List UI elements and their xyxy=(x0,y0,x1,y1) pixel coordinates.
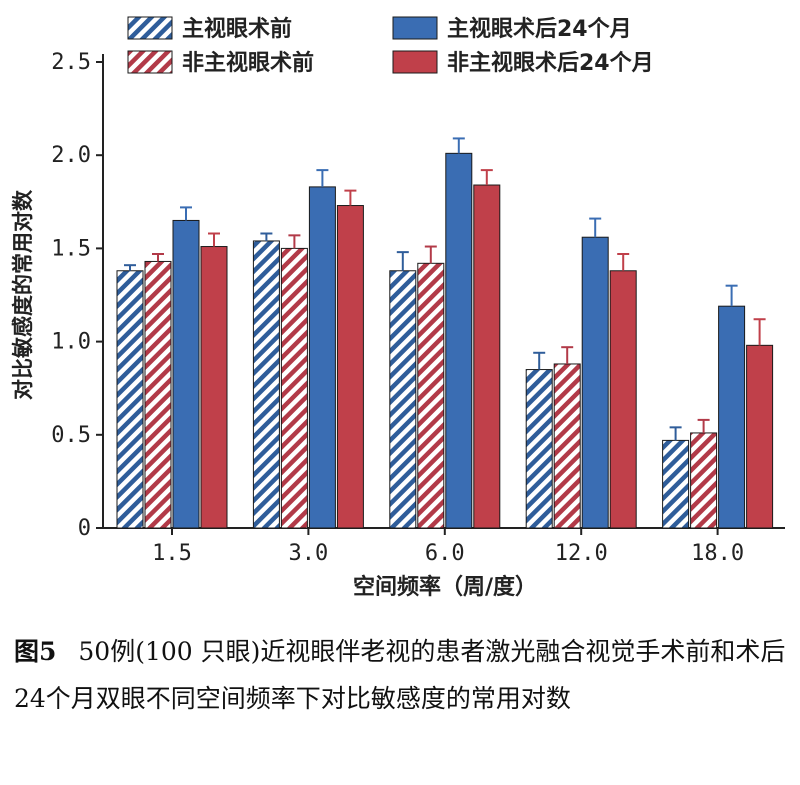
bar xyxy=(417,262,445,529)
legend-label: 主视眼术前 xyxy=(182,16,292,42)
bar xyxy=(473,184,501,529)
y-axis-title: 对比敏感度的常用对数 xyxy=(11,189,35,400)
x-tick-label: 1.5 xyxy=(152,541,192,566)
legend-label: 非主视眼术前 xyxy=(182,50,314,76)
bar xyxy=(718,305,746,529)
figure-label: 图5 xyxy=(14,637,57,666)
figure-caption: 图5 50例(100 只眼)近视眼伴老视的患者激光融合视觉手术前和术后24个月双眼… xyxy=(14,628,786,722)
y-tick-label: 2.5 xyxy=(51,50,91,75)
bar xyxy=(200,246,228,529)
bar xyxy=(172,219,200,529)
bar xyxy=(581,236,609,529)
y-tick-label: 0.5 xyxy=(51,423,91,448)
bar xyxy=(445,152,473,529)
bar xyxy=(525,369,553,529)
bar xyxy=(389,270,417,529)
bar xyxy=(144,260,172,529)
bar xyxy=(116,270,144,529)
bar xyxy=(746,344,774,529)
x-tick-label: 12.0 xyxy=(555,541,608,566)
legend-label: 主视眼术后24个月 xyxy=(447,16,632,42)
bar xyxy=(308,186,336,529)
y-tick-label: 2.0 xyxy=(51,143,91,168)
bar xyxy=(662,439,690,529)
x-tick-label: 3.0 xyxy=(289,541,329,566)
y-tick-label: 1.5 xyxy=(51,236,91,261)
bar xyxy=(553,363,581,529)
caption-text: 50例(100 只眼)近视眼伴老视的患者激光融合视觉手术前和术后24个月双眼不同… xyxy=(14,637,786,713)
legend-swatch xyxy=(392,16,438,40)
y-tick-label: 0 xyxy=(78,516,91,541)
bar-chart: 0 0.5 1.0 1.5 2.0 2.5 1.5 3.0 6.0 12.0 18.0 空间频率（周/… xyxy=(11,16,785,600)
legend-swatch xyxy=(127,16,173,40)
bar xyxy=(609,270,637,529)
bar xyxy=(690,432,718,529)
legend-swatch xyxy=(127,50,173,74)
bar xyxy=(280,247,308,529)
x-tick-label: 18.0 xyxy=(691,541,744,566)
bar xyxy=(252,240,280,529)
y-tick-label: 1.0 xyxy=(51,330,91,355)
bar xyxy=(336,205,364,529)
legend-swatch xyxy=(392,50,438,74)
x-axis-title: 空间频率（周/度） xyxy=(353,574,537,600)
legend-label: 非主视眼术后24个月 xyxy=(447,50,654,76)
x-tick-label: 6.0 xyxy=(425,541,465,566)
